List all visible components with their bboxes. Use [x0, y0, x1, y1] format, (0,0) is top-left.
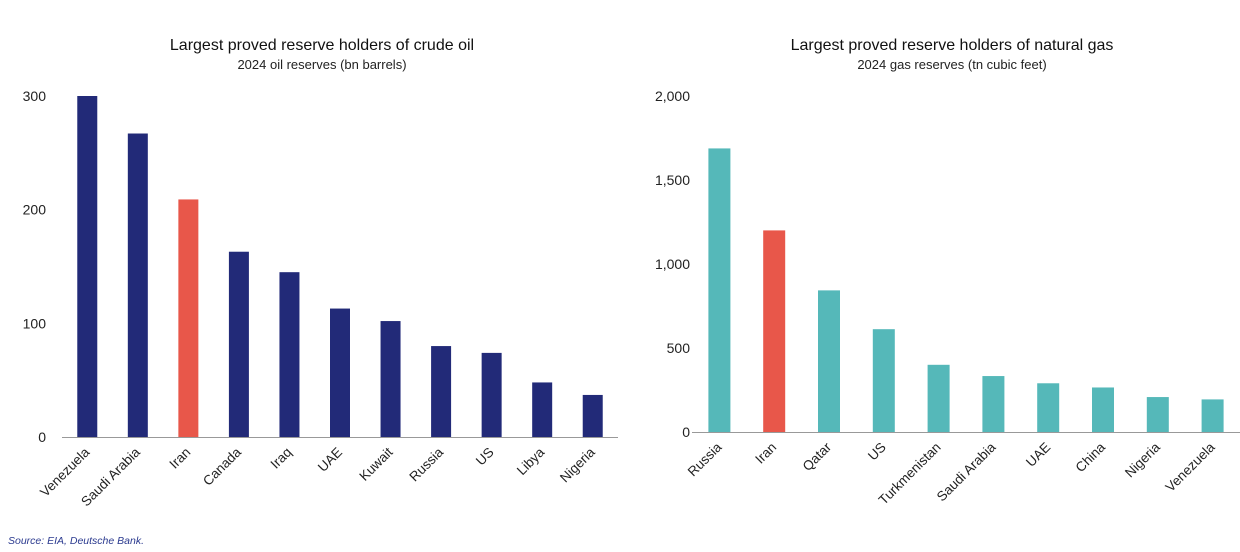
gas-bar-us [872, 329, 895, 432]
gas-bar-turkmenistan [927, 364, 950, 432]
gas-bar-venezuela [1201, 399, 1224, 432]
oil-ytick-label: 200 [23, 202, 47, 218]
oil-category-label: Nigeria [557, 444, 598, 485]
oil-bar-saudi-arabia [127, 133, 148, 437]
gas-category-label: Russia [685, 439, 725, 479]
gas-ytick-label: 2,000 [655, 88, 690, 104]
gas-bar-saudi-arabia [982, 376, 1005, 432]
gas-category-label: UAE [1023, 440, 1053, 470]
gas-bar-china [1092, 387, 1114, 432]
oil-category-label: Kuwait [356, 444, 395, 483]
oil-category-label: Iran [166, 445, 193, 472]
gas-bar-iran [763, 230, 786, 432]
gas-category-label: Nigeria [1122, 439, 1163, 480]
gas-chart-title: Largest proved reserve holders of natura… [791, 37, 1114, 54]
oil-bar-iraq [279, 272, 300, 437]
oil-bar-us [481, 352, 502, 437]
oil-reserves-chart: Largest proved reserve holders of crude … [23, 37, 618, 509]
oil-bar-iran [178, 199, 199, 437]
oil-ytick-label: 300 [23, 88, 47, 104]
oil-bar-libya [532, 382, 553, 437]
oil-category-label: Russia [406, 444, 446, 484]
oil-category-label: Canada [200, 444, 244, 488]
oil-bar-canada [228, 251, 249, 437]
gas-reserves-chart: Largest proved reserve holders of natura… [655, 37, 1240, 508]
gas-ytick-label: 1,000 [655, 256, 690, 272]
oil-ytick-label: 100 [23, 315, 47, 331]
oil-category-label: UAE [315, 445, 345, 475]
source-note: Source: EIA, Deutsche Bank. [8, 535, 144, 547]
gas-chart-subtitle: 2024 gas reserves (tn cubic feet) [857, 57, 1046, 72]
gas-bar-qatar [818, 290, 840, 432]
oil-chart-title: Largest proved reserve holders of crude … [170, 37, 474, 54]
gas-category-label: Saudi Arabia [934, 439, 999, 504]
gas-category-label: Venezuela [1163, 439, 1219, 495]
oil-category-label: Iraq [268, 445, 295, 472]
gas-category-label: US [865, 440, 889, 464]
gas-category-label: Qatar [800, 439, 835, 474]
oil-bar-russia [431, 346, 452, 437]
gas-bar-uae [1037, 383, 1060, 432]
gas-bar-nigeria [1146, 397, 1169, 432]
gas-ytick-label: 1,500 [655, 172, 690, 188]
gas-ytick-label: 0 [682, 424, 690, 440]
oil-bar-kuwait [380, 321, 401, 437]
gas-category-label: Iran [752, 440, 779, 467]
oil-category-label: Libya [514, 444, 548, 478]
oil-ytick-label: 0 [38, 429, 46, 445]
oil-bar-venezuela [77, 96, 98, 437]
oil-bar-nigeria [582, 394, 603, 437]
oil-bar-uae [330, 308, 350, 437]
gas-category-label: China [1073, 439, 1109, 475]
gas-bar-russia [708, 148, 731, 432]
oil-category-label: US [473, 445, 497, 469]
gas-ytick-label: 500 [667, 340, 691, 356]
oil-chart-subtitle: 2024 oil reserves (bn barrels) [237, 57, 406, 72]
